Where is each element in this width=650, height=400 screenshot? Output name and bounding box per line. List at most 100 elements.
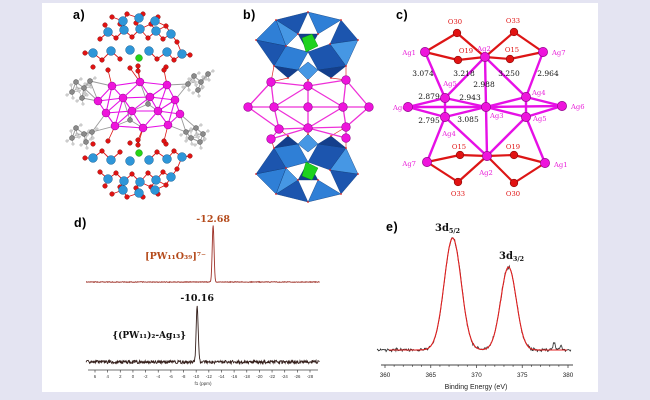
oxygen-atom bbox=[453, 177, 463, 187]
atom-C bbox=[193, 125, 199, 131]
oxygen-atom bbox=[509, 27, 519, 37]
bond-distance-label: 3.074 bbox=[412, 69, 434, 78]
oxygen-atom bbox=[455, 150, 465, 160]
atom-C bbox=[87, 78, 93, 84]
oxygen-vertex bbox=[297, 33, 299, 35]
atom-O bbox=[102, 22, 108, 28]
atom-O bbox=[124, 11, 130, 17]
bond-distance-label: 2.964 bbox=[537, 69, 559, 78]
atom-H bbox=[187, 88, 191, 92]
atom-H bbox=[187, 77, 191, 81]
atom-H bbox=[87, 83, 91, 87]
silver-atom bbox=[303, 123, 313, 133]
ag-ag-bond bbox=[307, 106, 344, 129]
atom-H bbox=[203, 137, 207, 141]
ag-o-bond bbox=[513, 162, 546, 184]
ag-o-bond bbox=[424, 32, 458, 53]
atom-Ag bbox=[127, 106, 137, 116]
ag-ag-bond bbox=[247, 81, 272, 108]
peak-assignment-label: 3d3/2 bbox=[499, 251, 524, 263]
axis-tick-label: -18 bbox=[244, 374, 251, 379]
atom-W bbox=[144, 155, 154, 165]
peak-shift-label: -12.68 bbox=[196, 214, 230, 225]
atom-H bbox=[194, 83, 198, 87]
atom-C bbox=[69, 135, 75, 141]
atom-label: Ag7 bbox=[401, 160, 416, 168]
atom-O bbox=[99, 148, 105, 154]
atom-O bbox=[97, 36, 103, 42]
atom-O bbox=[187, 153, 193, 159]
atom-O bbox=[187, 52, 193, 58]
bond bbox=[105, 110, 133, 114]
atom-C bbox=[83, 139, 89, 145]
atom-W bbox=[135, 177, 145, 187]
atom-C bbox=[198, 79, 204, 85]
atom-Ag bbox=[153, 106, 163, 116]
atom-O bbox=[135, 63, 141, 69]
ag-o-bond bbox=[424, 50, 459, 62]
axis-tick-label: 6 bbox=[94, 374, 97, 379]
silver-atom bbox=[440, 93, 450, 103]
atom-O bbox=[105, 67, 111, 73]
atom-O bbox=[160, 169, 166, 175]
ag-o-bond bbox=[426, 161, 459, 183]
atom-O bbox=[171, 148, 177, 154]
ag-o-bond bbox=[484, 31, 515, 58]
silver-atom bbox=[481, 102, 491, 112]
atom-O bbox=[129, 34, 135, 40]
atom-H bbox=[77, 89, 81, 93]
atom-Ag bbox=[110, 121, 120, 131]
atom-W bbox=[103, 174, 113, 184]
ag-ag-bond bbox=[423, 51, 447, 99]
polyhedron-facet bbox=[273, 65, 299, 79]
atom-H bbox=[206, 129, 210, 133]
oxygen-atom bbox=[509, 178, 519, 188]
bond bbox=[139, 81, 168, 86]
atom-W bbox=[151, 175, 161, 185]
axis-tick-label: -4 bbox=[156, 374, 160, 379]
bond-distance-label: 3.218 bbox=[453, 69, 475, 78]
bond-distance-label: 2.943 bbox=[459, 93, 481, 102]
peak-assignment-label: 3d5/2 bbox=[435, 223, 460, 235]
atom-O bbox=[163, 23, 169, 29]
atom-C bbox=[81, 85, 87, 91]
atom-label: Ag6 bbox=[570, 103, 585, 111]
ag-ag-bond bbox=[273, 106, 309, 129]
silver-atom bbox=[540, 158, 550, 168]
silver-atom bbox=[341, 133, 351, 143]
oxygen-atom bbox=[452, 28, 462, 38]
atom-O bbox=[90, 141, 96, 147]
atom-label: O33 bbox=[451, 190, 465, 198]
atom-O bbox=[90, 64, 96, 70]
silver-atom bbox=[341, 122, 351, 132]
atom-label: O19 bbox=[459, 47, 473, 55]
atom-Ag bbox=[175, 109, 185, 119]
silver-atom bbox=[440, 112, 450, 122]
atom-O bbox=[97, 169, 103, 175]
atom-W bbox=[166, 172, 176, 182]
oxygen-vertex bbox=[329, 43, 331, 45]
atom-H bbox=[65, 139, 69, 143]
oxygen-vertex bbox=[307, 11, 309, 13]
polyhedron-facet bbox=[301, 33, 319, 53]
peak-shift-label: -10.16 bbox=[180, 293, 214, 304]
ag-o-bond bbox=[513, 153, 546, 165]
silver-atom bbox=[269, 102, 279, 112]
atom-H bbox=[204, 77, 208, 81]
atom-H bbox=[89, 85, 93, 89]
atom-W bbox=[118, 185, 128, 195]
atom-O bbox=[145, 170, 151, 176]
atom-C bbox=[191, 73, 197, 79]
axis-title: f1 (ppm) bbox=[194, 381, 212, 386]
oxygen-vertex bbox=[345, 65, 347, 67]
bond-distance-label: 2.988 bbox=[473, 80, 495, 89]
oxygen-vertex bbox=[357, 173, 359, 175]
atom-C bbox=[188, 135, 194, 141]
atom-H bbox=[93, 76, 97, 80]
atom-H bbox=[190, 142, 194, 146]
atom-O bbox=[82, 50, 88, 56]
atom-C bbox=[73, 125, 79, 131]
ag-ag-bond bbox=[345, 106, 370, 128]
atom-O bbox=[171, 57, 177, 63]
ag-ag-bond bbox=[524, 51, 545, 98]
